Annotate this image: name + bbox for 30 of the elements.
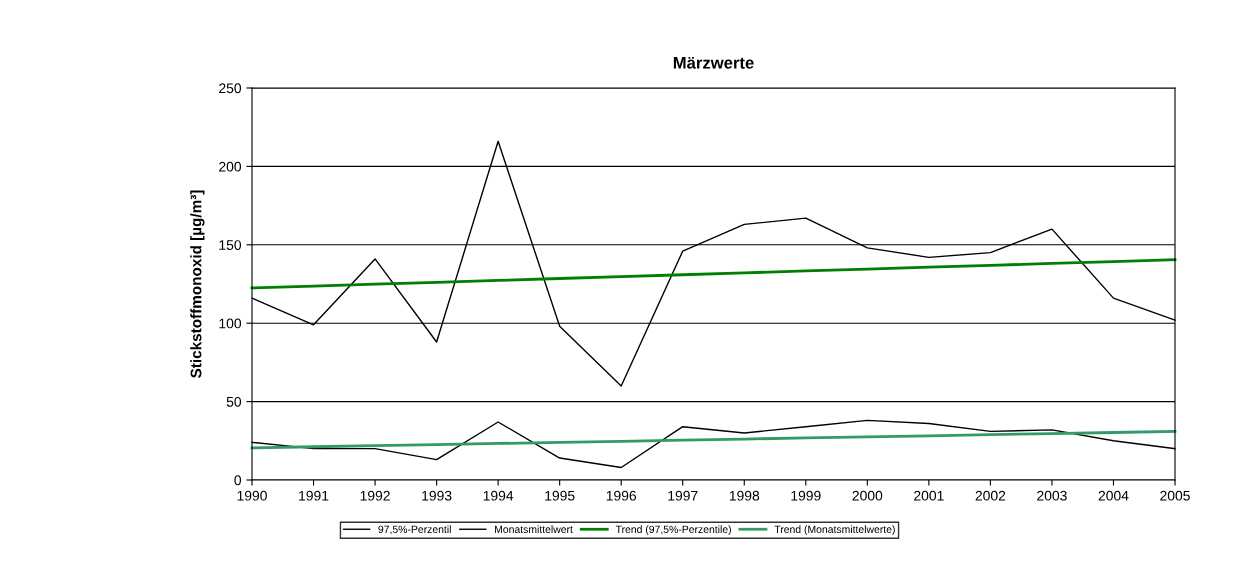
x-tick-label: 2000 [852,490,883,501]
legend-label: Monatsmittelwert [495,525,573,534]
line-series [250,258,1177,290]
y-tick-label: 200 [219,161,242,172]
x-tick-label: 1995 [545,490,575,501]
x-tick-label: 2001 [914,490,944,501]
legend-label: Trend (Monatsmittelwerte) [774,525,895,536]
y-axis-title: Stickstoffmonoxid [µg/m³] [190,190,205,378]
line-series [250,430,1177,450]
legend-label: Trend (97,5%-Perzentile) [615,525,731,536]
x-tick-label: 2004 [1098,490,1129,501]
x-tick-label: 2003 [1037,490,1067,501]
x-tick-label: 1990 [237,490,267,501]
y-tick-label: 50 [226,396,242,407]
x-tick-label: 1997 [668,490,698,501]
x-tick-label: 2002 [975,490,1006,501]
y-tick-label: 250 [219,83,242,94]
x-tick-label: 1994 [483,490,514,501]
x-tick-label: 1996 [606,490,637,501]
x-tick-label: 2005 [1160,490,1190,501]
x-tick-label: 1998 [729,490,760,501]
y-tick-label: 100 [219,318,242,329]
x-tick-label: 1999 [791,490,821,501]
x-tick-label: 1991 [299,490,329,501]
chart-title: Märzwerte [673,57,754,69]
x-tick-label: 1992 [360,490,390,501]
x-tick-label: 1993 [422,490,452,501]
y-tick-label: 150 [219,240,242,250]
y-tick-label: 0 [234,475,242,486]
legend-label: 97,5%-Perzentil [378,525,451,535]
